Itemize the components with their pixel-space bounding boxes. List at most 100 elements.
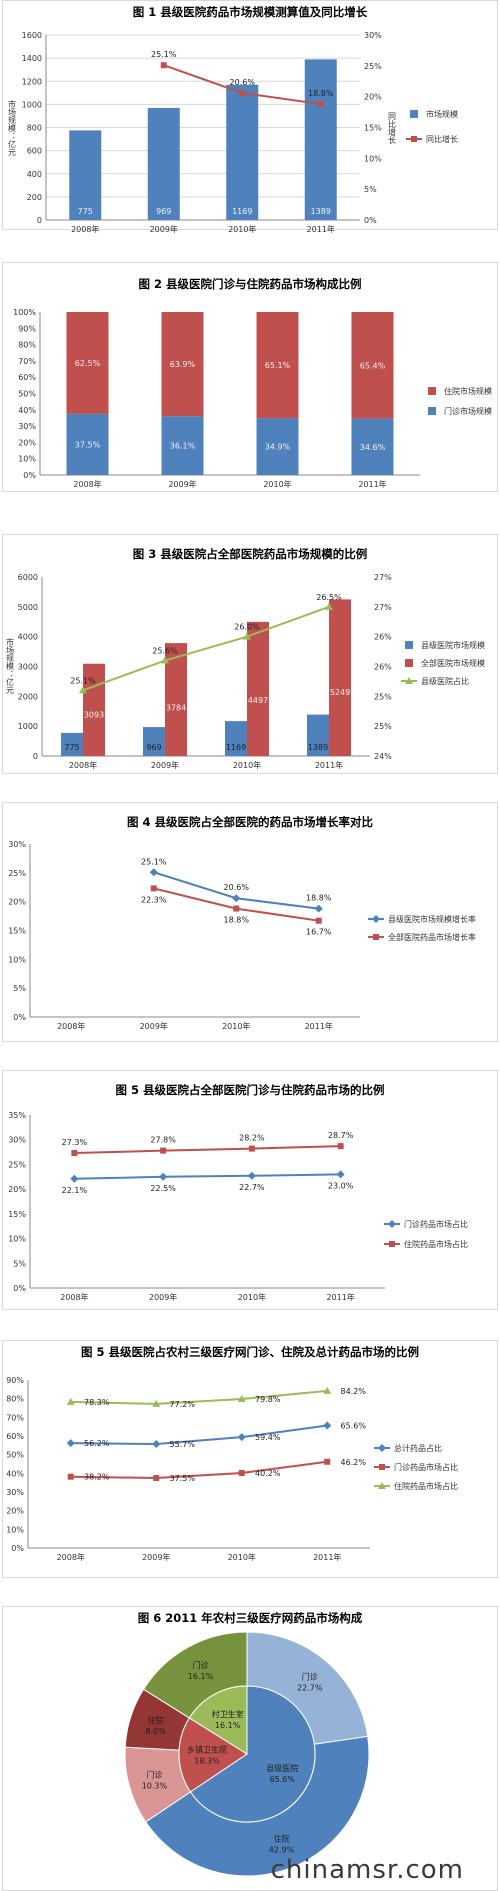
f1-legend-bars-swatch (410, 110, 418, 118)
f1-y-tick: 800 (27, 124, 42, 133)
f4-legend-item: 全部医院药品市场增长率 (388, 932, 476, 942)
f1-bar-label: 1169 (232, 207, 252, 216)
f3-bar-label: 3784 (166, 703, 186, 712)
f6-series-line (70, 1424, 328, 1446)
f6-series-line (70, 1460, 328, 1480)
f6-legend-item: 住院药品市场占比 (394, 1481, 458, 1491)
f4-point (233, 905, 240, 912)
f6-point (152, 1399, 161, 1407)
f1-y-tick: 600 (27, 147, 42, 156)
f1-line-point (160, 62, 167, 69)
f2-segment-label: 36.1% (170, 442, 196, 451)
f3-bar-label: 775 (64, 743, 79, 752)
f5-legend-item-marker (388, 1220, 396, 1228)
f6-point (238, 1469, 245, 1476)
f5-point (159, 1172, 168, 1181)
f1-line-label: 25.1% (151, 50, 177, 59)
f6-point (67, 1473, 74, 1480)
f1-line-point (317, 101, 324, 108)
f6-y-tick: 0% (11, 1544, 24, 1553)
f4-x-tick: 2011年 (305, 1021, 333, 1031)
f5-point-label: 22.5% (150, 1184, 176, 1193)
f6-point (66, 1439, 75, 1448)
f6-title: 图 5 县级医院占农村三级医疗网门诊、住院及总计药品市场的比例 (81, 1345, 419, 1359)
f1-y2-axis-label: 同比增长 (388, 112, 397, 145)
f7-outer-slice-value: 42.9% (269, 1846, 295, 1855)
f3-bar (225, 721, 247, 756)
f5-y-tick: 10% (8, 1235, 26, 1244)
f3-x-tick: 2009年 (151, 760, 179, 770)
f4-y-tick: 15% (8, 927, 26, 936)
f4-point (315, 917, 322, 924)
f7-outer-slice-value: 8.0% (145, 1727, 166, 1736)
f3-y2-tick: 24% (374, 752, 392, 761)
f2-y-tick: 10% (18, 455, 36, 464)
f2-bar-segment (351, 418, 394, 475)
chart-2-svg: 图 2 县级医院门诊与住院药品市场构成比例 0% 10% 20% 30% 40% 50% 60… (13, 277, 492, 489)
f5-legend-item: 门诊药品市场占比 (404, 1219, 468, 1229)
f3-legend-all: 全部医院市场规模 (421, 658, 485, 668)
f5-point (337, 1143, 344, 1150)
f3-line-label: 26.5% (316, 593, 342, 602)
f7-outer-slice-name: 住院 (273, 1834, 289, 1844)
f2-y-tick: 90% (18, 324, 36, 333)
f6-point-label: 55.7% (170, 1440, 196, 1449)
f3-line-label: 26.0% (234, 623, 260, 632)
f3-x-tick: 2010年 (233, 760, 261, 770)
f5-point (247, 1171, 256, 1180)
f7-inner-slice (189, 1685, 316, 1823)
f5-y-tick: 25% (8, 1160, 26, 1169)
f3-bar (61, 732, 83, 756)
f7-outer-slice-value: 10.3% (142, 1781, 168, 1790)
f6-legend-item-marker (378, 1482, 386, 1489)
f3-y-tick: 2000 (18, 692, 38, 701)
f7-inner-slice (188, 1685, 248, 1755)
f5-legend-item-marker (389, 1241, 395, 1247)
f1-y-tick: 1000 (22, 100, 42, 109)
f5-point (248, 1145, 255, 1152)
f7-outer-slice-value: 16.1% (188, 1672, 214, 1681)
f1-y-tick: 0 (37, 216, 42, 225)
chart-5-svg: 图 5 县级医院占全部医院门诊与住院药品市场的比例 0% 5% 10% 15% 20% 25… (8, 1083, 468, 1302)
f1-bar (69, 130, 102, 220)
f3-y2-tick: 25% (374, 722, 392, 731)
f2-segment-label: 65.4% (360, 361, 386, 370)
f1-y2-tick: 0% (364, 216, 377, 225)
f6-point (153, 1475, 160, 1481)
f5-series-line (74, 1145, 341, 1155)
f1-y-tick: 400 (27, 170, 42, 179)
f3-line-point (325, 602, 333, 610)
f6-point-label: 65.6% (341, 1422, 367, 1431)
f6-x-tick: 2011年 (313, 1552, 341, 1562)
f3-title: 图 3 县级医院占全部医院药品市场规模的比例 (133, 547, 368, 561)
f2-bar-segment (256, 418, 299, 475)
chart-1-svg: 图 1 县级医院药品市场规模测算值及同比增长 0 200 400 600 800 1000 1… (8, 5, 459, 234)
f2-bar-segment (351, 312, 394, 419)
f4-point-label: 25.1% (141, 857, 167, 866)
f1-y2-tick: 30% (364, 31, 382, 40)
f3-bar (307, 714, 329, 756)
f4-y-tick: 5% (13, 984, 26, 993)
f1-bar-label: 1389 (311, 207, 331, 216)
f1-y-axis-label: 市场规模：亿元 (8, 99, 17, 157)
f2-segment-label: 34.6% (360, 443, 386, 452)
f4-y-tick: 0% (13, 1013, 26, 1022)
f2-segment-label: 65.1% (265, 361, 291, 370)
f5-y-tick: 35% (8, 1111, 26, 1120)
f5-point-label: 22.7% (239, 1183, 265, 1192)
f4-point (150, 885, 157, 892)
f2-legend-outpatient: 门诊市场规模 (444, 406, 492, 416)
f3-bar-label: 1169 (226, 743, 246, 752)
f3-y2-tick: 25% (374, 692, 392, 701)
f6-y-tick: 90% (6, 1376, 24, 1385)
f2-x-tick: 2008年 (73, 479, 101, 489)
f3-y-tick: 4000 (18, 633, 38, 642)
f6-point-label: 84.2% (341, 1387, 367, 1396)
f6-legend-item-marker (378, 1444, 386, 1452)
f3-bar-label: 3093 (84, 711, 104, 720)
f1-bar-label: 775 (78, 207, 93, 216)
chart-panel-4: 图 4 县级医院占全部医院的药品市场增长率对比 0% 5% 10% 15% 20% 25% 3… (0, 802, 500, 1042)
f2-bar-segment (161, 416, 204, 475)
f3-line-label: 25.1% (70, 676, 96, 685)
f3-bar-label: 4497 (248, 696, 268, 705)
